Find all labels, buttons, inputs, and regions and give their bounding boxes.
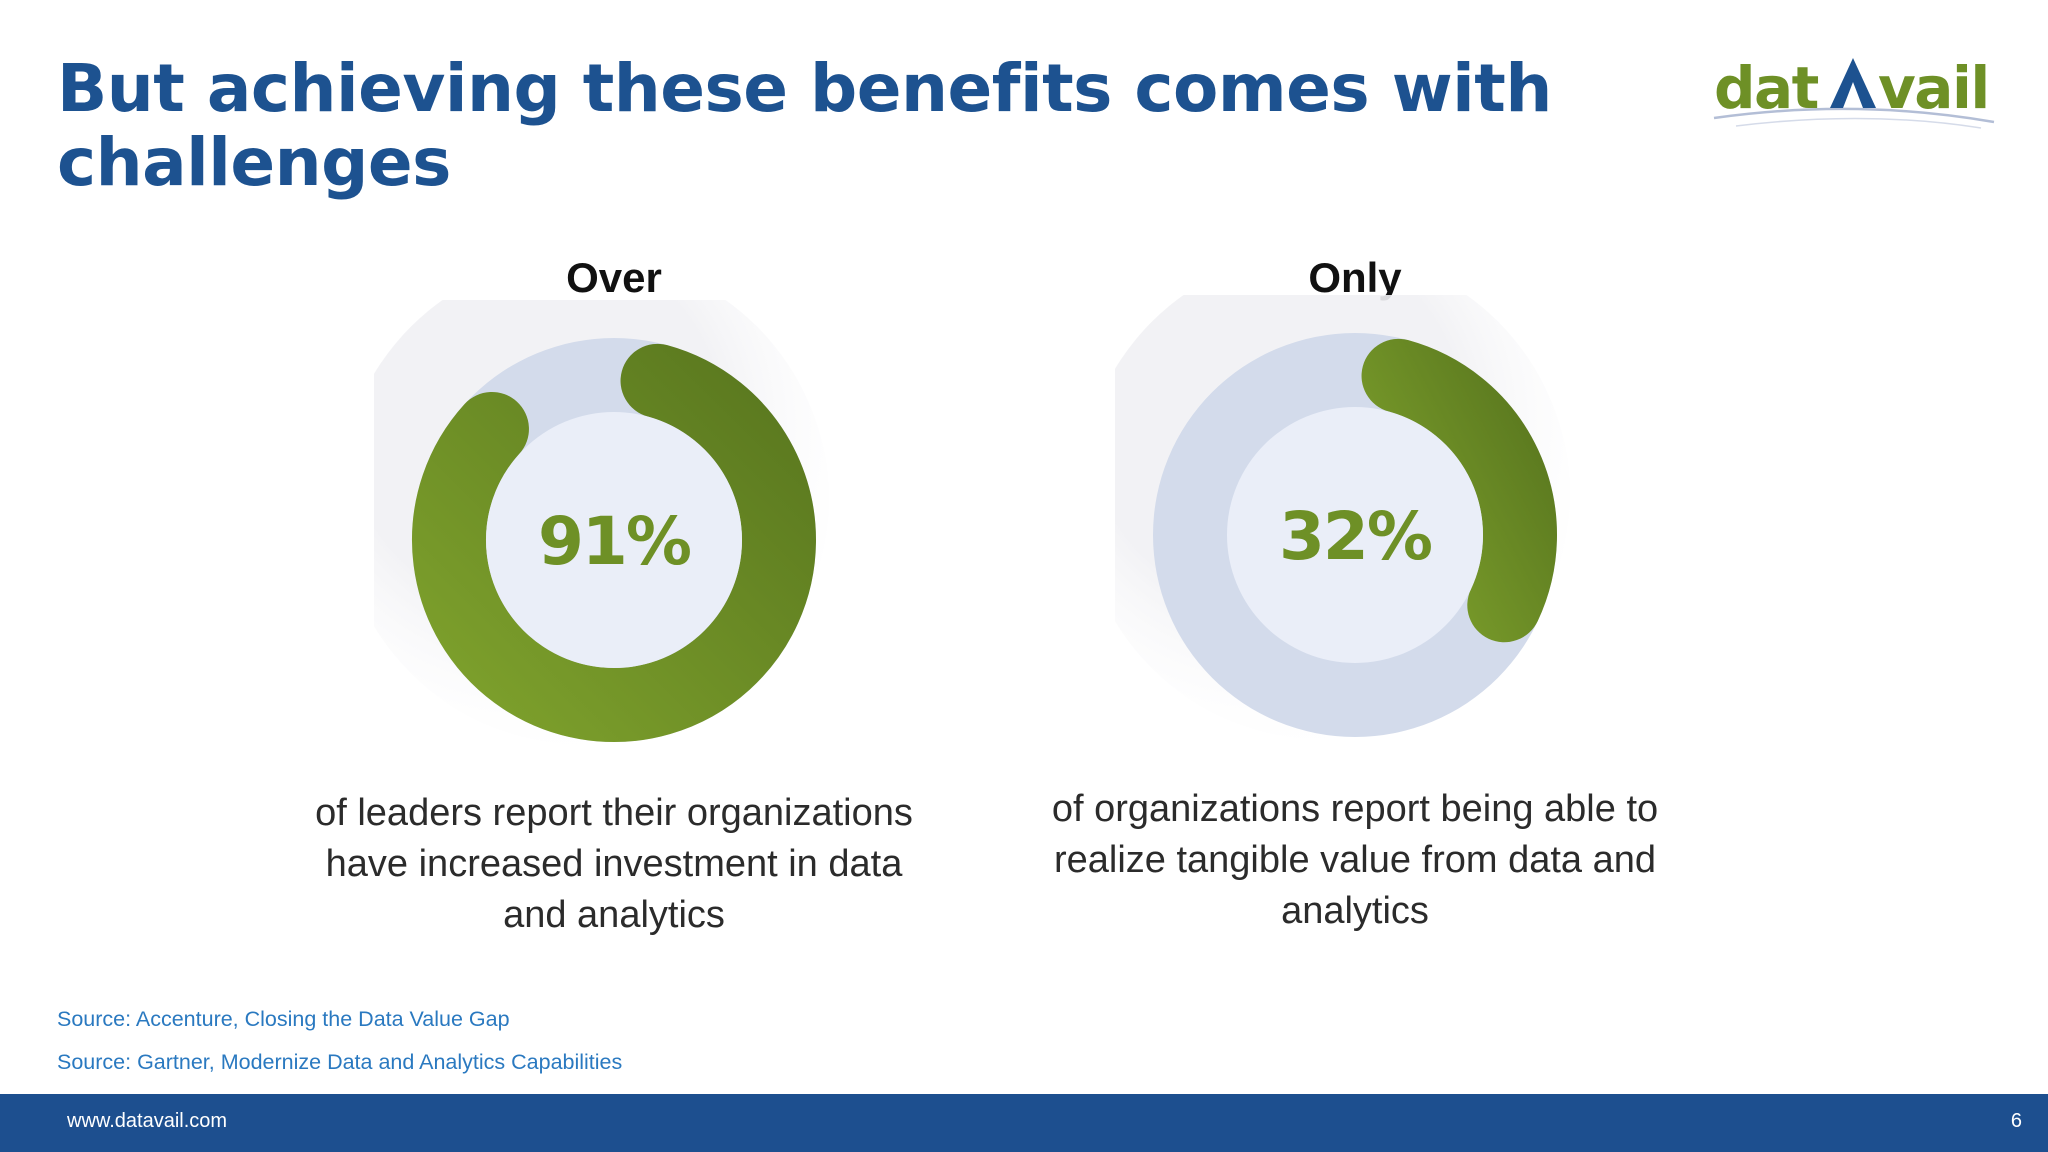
slide-title: But achieving these benefits comes with … — [57, 50, 1552, 201]
svg-text:vail: vail — [1878, 54, 1989, 122]
donut-value-32: 32% — [1279, 498, 1432, 575]
donut-value-91: 91% — [538, 503, 691, 580]
page-number: 6 — [2010, 1110, 2022, 1132]
stat-card-value: Only 32% of organizations report being a… — [1052, 250, 1658, 932]
footer-bar: www.datavail.com 6 — [0, 1094, 2048, 1152]
footer-url: www.datavail.com — [67, 1110, 228, 1132]
svg-text:dat: dat — [1714, 54, 1819, 122]
datavail-logo: dat vail — [1706, 40, 2006, 135]
source-accenture: Source: Accenture, Closing the Data Valu… — [57, 1007, 510, 1031]
source-gartner: Source: Gartner, Modernize Data and Anal… — [57, 1050, 623, 1074]
donut-arc-32 — [1361, 338, 1557, 643]
stat-description-value: of organizations report being able to re… — [1051, 788, 1659, 932]
stat-lead-over: Over — [566, 254, 662, 301]
stat-card-investment: Over 91% of leaders report their organiz… — [315, 250, 913, 936]
sources-list: Source: Accenture, Closing the Data Valu… — [57, 998, 622, 1084]
donut-arc-91 — [412, 343, 816, 742]
donut-chart-32: 32% — [1115, 295, 1570, 740]
donut-chart-91: 91% — [374, 300, 829, 745]
stat-lead-only: Only — [1308, 254, 1402, 301]
stat-description-investment: of leaders report their organizations ha… — [315, 792, 913, 936]
